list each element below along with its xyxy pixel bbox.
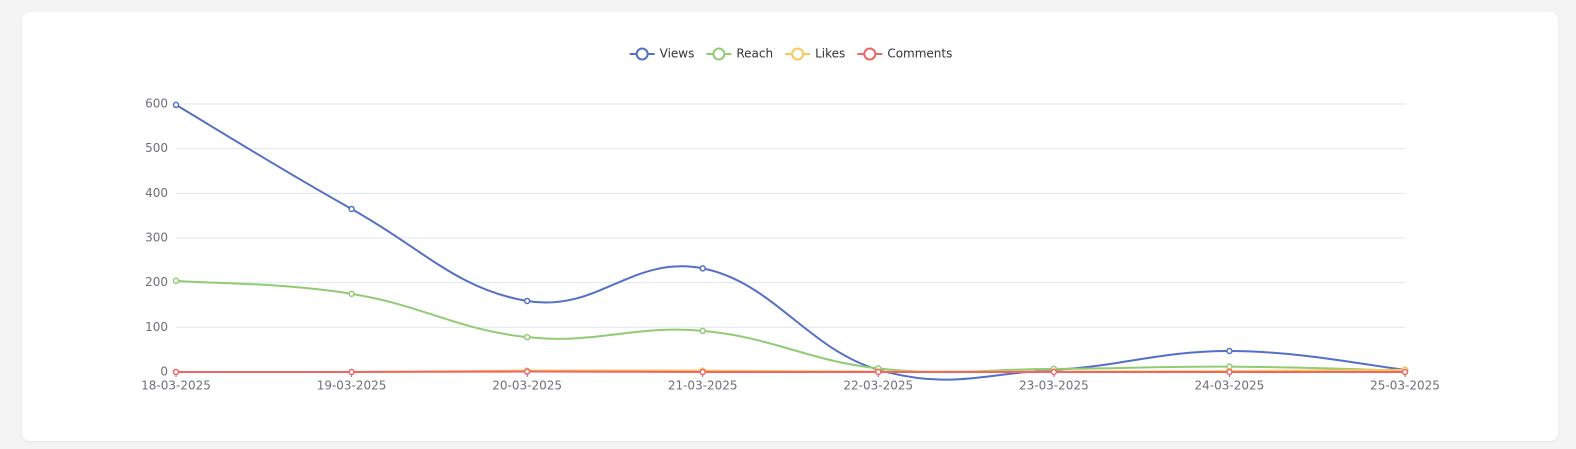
data-point (1226, 347, 1233, 355)
series-line (175, 104, 1406, 381)
x-tick-label: 21-03-2025 (668, 379, 738, 393)
x-tick-label: 22-03-2025 (843, 379, 913, 393)
data-point (172, 101, 180, 109)
y-tick-label: 0 (160, 365, 168, 379)
y-tick-label: 300 (145, 231, 168, 245)
x-tick-label: 25-03-2025 (1370, 379, 1440, 393)
legend-icon (863, 47, 877, 61)
data-point (523, 333, 531, 341)
data-point (523, 368, 531, 375)
data-point (172, 368, 180, 376)
x-tick-label: 24-03-2025 (1195, 379, 1265, 393)
series-line (175, 279, 1406, 374)
legend-label: Comments (887, 47, 952, 61)
data-point (348, 368, 355, 376)
x-tick-label: 23-03-2025 (1019, 379, 1089, 393)
legend-label: Reach (736, 47, 773, 61)
data-point (699, 265, 706, 272)
chart-card (22, 12, 1558, 441)
data-point (523, 297, 531, 305)
y-tick-label: 400 (145, 186, 168, 200)
y-tick-label: 500 (145, 141, 168, 155)
legend-item: Likes (785, 47, 845, 61)
data-point (699, 368, 706, 376)
legend-icon (635, 47, 649, 61)
data-point (875, 368, 882, 376)
legend: Views Reach Likes Comments (629, 47, 952, 61)
legend-label: Likes (815, 47, 845, 61)
data-point (1401, 368, 1409, 376)
y-tick-label: 100 (145, 320, 168, 334)
y-tick-label: 200 (145, 275, 168, 289)
data-point (348, 290, 355, 298)
x-tick-label: 19-03-2025 (317, 379, 387, 393)
data-point (699, 327, 706, 335)
legend-item: Comments (857, 47, 952, 61)
data-point (172, 277, 180, 285)
x-tick-label: 18-03-2025 (141, 379, 211, 393)
legend-label: Views (660, 47, 695, 61)
legend-item: Reach (706, 47, 773, 61)
data-point (348, 205, 355, 213)
legend-icon (791, 47, 805, 61)
data-point (1050, 368, 1058, 376)
legend-item: Views (629, 47, 695, 61)
x-tick-label: 20-03-2025 (492, 379, 562, 393)
y-tick-label: 600 (145, 97, 168, 111)
legend-icon (712, 47, 726, 61)
data-point (1226, 368, 1233, 376)
